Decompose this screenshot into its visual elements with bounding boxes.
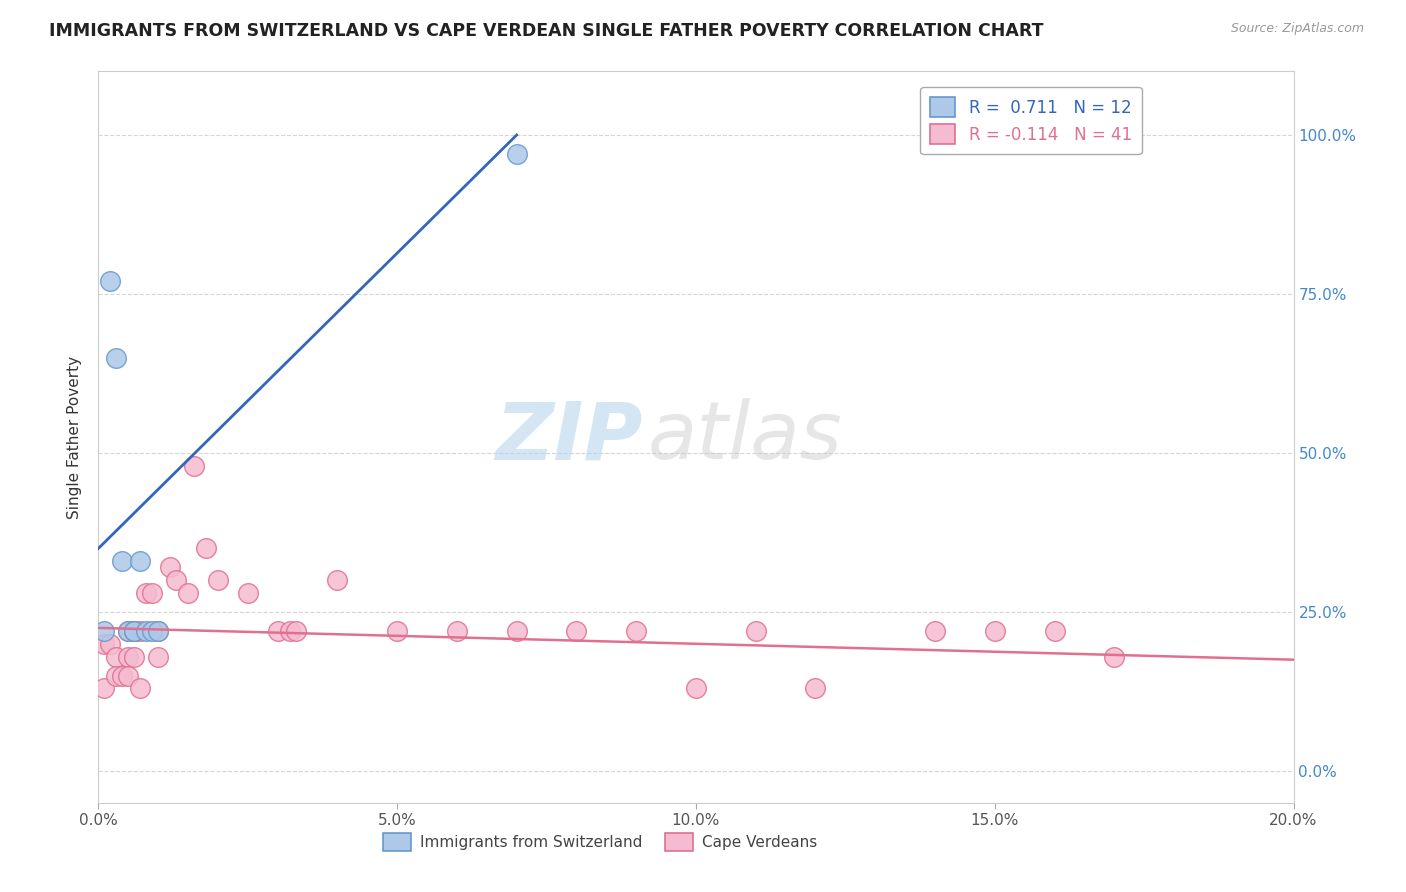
Point — [626, 624, 648, 638]
Point — [111, 554, 134, 568]
Point — [148, 624, 170, 638]
Point — [506, 624, 529, 638]
Point — [565, 624, 588, 638]
Point — [745, 624, 768, 638]
Point — [93, 681, 115, 696]
Point — [129, 554, 152, 568]
Point — [93, 624, 115, 638]
Point — [129, 624, 152, 638]
Point — [804, 681, 827, 696]
Point — [165, 573, 187, 587]
Point — [284, 624, 307, 638]
Legend: Immigrants from Switzerland, Cape Verdeans: Immigrants from Switzerland, Cape Verdea… — [377, 827, 824, 857]
Text: atlas: atlas — [648, 398, 844, 476]
Point — [924, 624, 946, 638]
Point — [135, 624, 157, 638]
Point — [326, 573, 349, 587]
Text: ZIP: ZIP — [495, 398, 643, 476]
Point — [506, 147, 529, 161]
Point — [117, 668, 139, 682]
Point — [105, 351, 128, 365]
Point — [93, 637, 115, 651]
Point — [183, 458, 205, 473]
Point — [1104, 649, 1126, 664]
Point — [148, 624, 170, 638]
Y-axis label: Single Father Poverty: Single Father Poverty — [67, 356, 83, 518]
Point — [141, 624, 163, 638]
Point — [385, 624, 409, 638]
Point — [105, 668, 128, 682]
Point — [141, 586, 163, 600]
Point — [207, 573, 229, 587]
Point — [117, 624, 139, 638]
Point — [148, 649, 170, 664]
Point — [685, 681, 707, 696]
Point — [98, 274, 122, 288]
Point — [124, 649, 146, 664]
Text: IMMIGRANTS FROM SWITZERLAND VS CAPE VERDEAN SINGLE FATHER POVERTY CORRELATION CH: IMMIGRANTS FROM SWITZERLAND VS CAPE VERD… — [49, 22, 1043, 40]
Text: Source: ZipAtlas.com: Source: ZipAtlas.com — [1230, 22, 1364, 36]
Point — [117, 649, 139, 664]
Point — [195, 541, 218, 556]
Point — [124, 624, 146, 638]
Point — [267, 624, 290, 638]
Point — [236, 586, 259, 600]
Point — [278, 624, 301, 638]
Point — [124, 624, 146, 638]
Point — [984, 624, 1007, 638]
Point — [177, 586, 200, 600]
Point — [117, 624, 139, 638]
Point — [111, 668, 134, 682]
Point — [105, 649, 128, 664]
Point — [124, 624, 146, 638]
Point — [446, 624, 468, 638]
Point — [129, 681, 152, 696]
Point — [135, 586, 157, 600]
Point — [159, 560, 181, 574]
Point — [1043, 624, 1066, 638]
Point — [124, 624, 146, 638]
Point — [98, 637, 122, 651]
